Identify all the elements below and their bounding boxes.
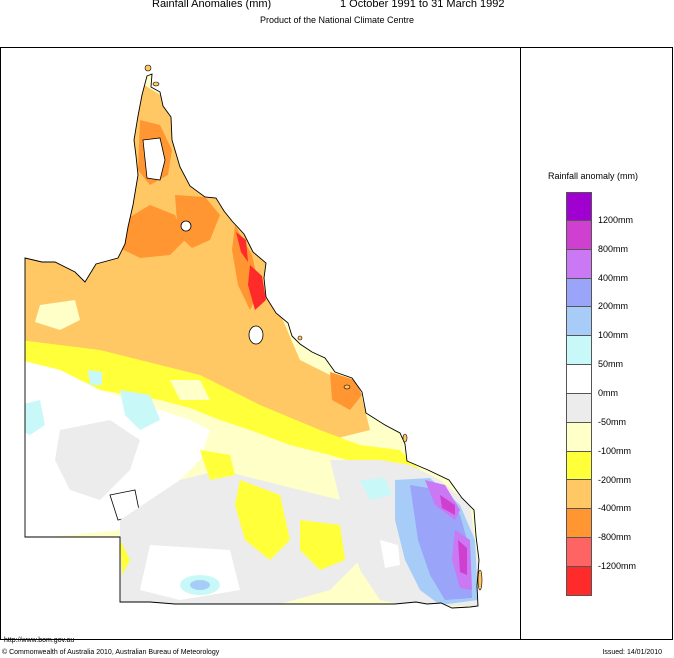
legend-label: -50mm [598,416,627,427]
legend-label: -800mm [598,532,632,543]
legend-label: 200mm [598,301,629,312]
legend-label: 400mm [598,272,629,283]
legend-swatch [566,192,592,221]
legend-swatch [566,566,592,596]
legend-swatch [566,538,592,567]
legend-swatch [566,220,592,250]
legend-label: -200mm [598,474,632,485]
copyright-notice: © Commonwealth of Australia 2010, Austra… [2,649,220,656]
legend-swatch [566,451,592,481]
legend-label: 800mm [598,243,629,254]
legend-swatch [566,336,592,366]
legend-label: 1200mm [598,214,634,225]
legend-title: Rainfall anomaly (mm) [548,171,639,181]
source-url: http://www.bom.gov.au [4,637,75,644]
legend-label: 100mm [598,330,629,341]
legend-label: 0mm [598,387,618,398]
legend-label: -100mm [598,445,632,456]
legend-swatch [566,480,592,510]
legend-swatch [566,249,592,279]
legend-swatch [566,307,592,337]
legend-color-bar [566,192,592,596]
anomaly-fill [25,74,479,608]
legend-swatch [566,278,592,308]
legend-swatch [566,509,592,539]
queensland-anomaly-map [24,64,483,609]
map-period: 1 October 1991 to 31 March 1992 [340,0,505,10]
legend-swatch [566,422,592,452]
map-frame [0,47,673,640]
legend-swatch [566,393,592,423]
legend-label: -400mm [598,503,632,514]
coastal-islands [144,64,483,591]
issued-date: Issued: 14/01/2010 [602,649,662,656]
legend-label: 50mm [598,359,624,370]
legend-label: -1200mm [598,561,637,572]
legend-divider [520,47,521,640]
legend-swatch [566,365,592,394]
map-title: Rainfall Anomalies (mm) [152,0,272,10]
state-boundary [24,73,480,609]
map-subtitle: Product of the National Climate Centre [259,15,415,25]
